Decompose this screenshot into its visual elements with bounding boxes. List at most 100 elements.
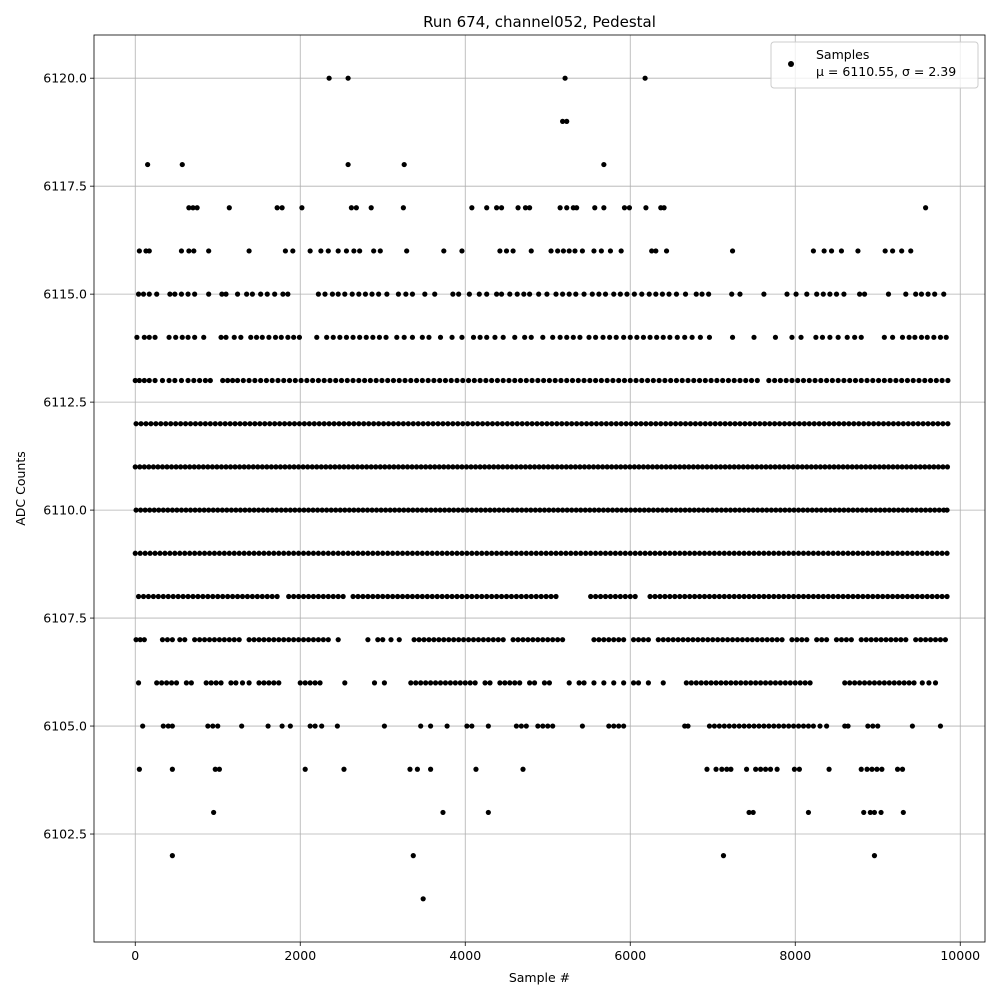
data-point [810, 723, 817, 729]
data-point [472, 464, 479, 470]
data-point [894, 464, 901, 470]
data-point [211, 809, 217, 816]
data-point [821, 248, 827, 254]
data-point [541, 507, 548, 513]
data-point [478, 507, 484, 513]
data-point [146, 248, 152, 254]
data-point [645, 680, 652, 686]
data-point [601, 161, 607, 168]
data-point [178, 248, 185, 254]
data-point [188, 680, 194, 686]
data-point [627, 334, 633, 340]
data-point [310, 507, 316, 513]
data-point [205, 464, 211, 470]
data-point [505, 507, 511, 513]
data-point [451, 507, 457, 513]
data-point [489, 550, 495, 556]
data-point [465, 637, 472, 643]
data-point [668, 464, 674, 470]
data-point [396, 637, 402, 643]
data-point [888, 637, 894, 643]
data-point [419, 550, 425, 556]
data-point [341, 766, 347, 772]
data-point [781, 421, 788, 427]
data-point [153, 421, 159, 427]
data-point [351, 507, 357, 513]
data-point [387, 507, 393, 513]
data-point [786, 593, 792, 600]
data-point [370, 593, 376, 600]
data-point [434, 550, 440, 556]
data-point [261, 637, 267, 643]
data-point [910, 421, 916, 427]
data-point [908, 248, 914, 254]
data-point [318, 464, 324, 470]
data-point [379, 377, 385, 384]
data-point [810, 550, 817, 556]
data-point [140, 593, 147, 600]
data-point [460, 507, 466, 513]
data-point [899, 550, 906, 556]
data-point [500, 334, 506, 340]
data-point [791, 507, 797, 513]
data-point [895, 421, 901, 427]
data-point [300, 550, 307, 556]
data-point [396, 507, 402, 513]
data-point [305, 464, 311, 470]
data-point [731, 464, 737, 470]
data-point [369, 291, 375, 297]
data-point [713, 680, 719, 686]
data-point [798, 334, 804, 340]
data-point [509, 464, 515, 470]
data-point [137, 550, 143, 556]
data-point [566, 291, 572, 297]
data-point [449, 334, 455, 340]
data-point [136, 377, 142, 384]
data-point [840, 550, 846, 556]
data-point [560, 118, 566, 124]
data-point [146, 291, 152, 297]
data-point [385, 421, 392, 427]
data-point [914, 593, 920, 600]
data-point [776, 723, 782, 729]
data-point [714, 377, 720, 384]
data-point [579, 248, 586, 254]
data-point [365, 550, 371, 556]
data-point [157, 550, 163, 556]
data-point [269, 507, 275, 513]
data-point [899, 593, 906, 600]
data-point [743, 377, 749, 384]
chart-title: Run 674, channel052, Pedestal [423, 13, 656, 31]
data-point [236, 550, 242, 556]
data-point [482, 507, 489, 513]
data-point [151, 507, 157, 513]
data-point [815, 593, 821, 600]
data-point [704, 464, 710, 470]
x-tick-label: 6000 [614, 948, 646, 963]
data-point [894, 593, 901, 600]
data-point [909, 550, 916, 556]
data-point [327, 377, 333, 384]
data-point [616, 723, 622, 729]
data-point [249, 291, 255, 297]
data-point [791, 421, 798, 427]
data-point [876, 680, 883, 686]
data-point [418, 680, 424, 686]
data-point [444, 550, 450, 556]
data-point [319, 507, 325, 513]
data-point [232, 421, 238, 427]
data-point [399, 593, 406, 600]
data-point [805, 809, 812, 816]
data-point [404, 593, 411, 600]
data-point [182, 550, 188, 556]
data-point [357, 334, 363, 340]
data-point [610, 377, 616, 384]
data-point [186, 248, 192, 254]
data-point [456, 637, 462, 643]
data-point [686, 464, 692, 470]
data-point [182, 421, 189, 427]
data-point [502, 680, 508, 686]
data-point [621, 637, 627, 643]
data-point [305, 593, 312, 600]
data-point [818, 507, 824, 513]
